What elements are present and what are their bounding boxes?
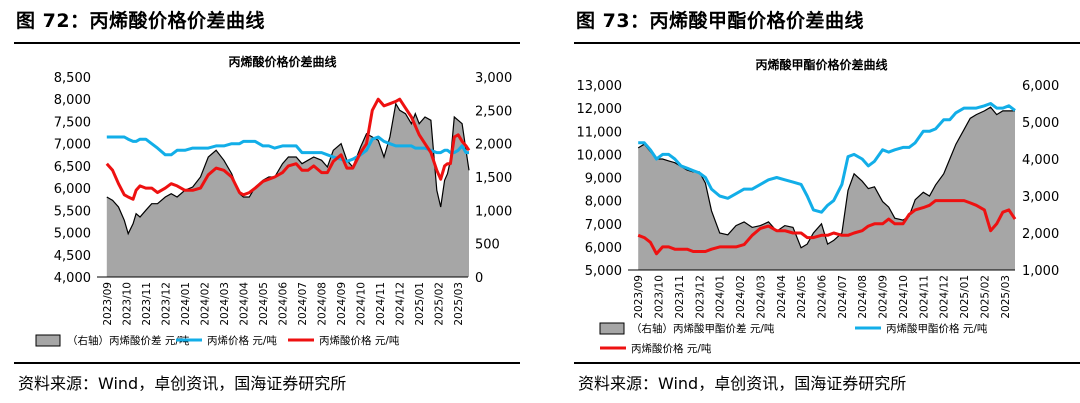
y-right-tick-label: 0 <box>475 271 483 286</box>
legend-label: 丙烯价格 元/吨 <box>207 334 277 347</box>
y-left-tick-label: 7,000 <box>54 138 91 153</box>
x-tick-label: 2023/12 <box>160 282 172 326</box>
y-left-tick-label: 6,000 <box>585 241 622 256</box>
y-left-tick-label: 6,000 <box>54 182 91 197</box>
y-left-tick-label: 5,000 <box>585 264 622 279</box>
y-right-tick-label: 3,000 <box>1022 190 1059 205</box>
legend-swatch-area <box>35 334 61 347</box>
x-tick-label: 2025/02 <box>434 282 446 326</box>
legend-label: （右轴）丙烯酸甲酯价差 元/吨 <box>631 322 775 335</box>
price-spread-chart: 丙烯酸价格价差曲线 4,000 4,500 5,000 5,500 6,000 6,500 7… <box>35 54 512 347</box>
source-note: 资料来源：Wind，卓创资讯，国海证券研究所 <box>18 374 347 393</box>
y-left-tick-label: 9,000 <box>585 172 622 187</box>
x-tick-label: 2024/03 <box>755 275 767 319</box>
y-right-tick-label: 2,000 <box>1022 227 1059 242</box>
x-tick-label: 2025/03 <box>1000 275 1012 319</box>
y-right-tick-label: 3,000 <box>475 71 512 86</box>
y-left-tick-label: 8,500 <box>54 71 91 86</box>
y-right-tick-label: 1,000 <box>1022 264 1059 279</box>
figure-title: 图 72：丙烯酸价格价差曲线 <box>16 10 266 32</box>
series-line-red <box>105 97 471 201</box>
x-tick-label: 2024/06 <box>817 275 829 319</box>
series-line-red <box>637 199 1017 256</box>
x-tick-label: 2024/01 <box>180 282 192 326</box>
y-left-tick-label: 5,000 <box>54 227 91 242</box>
y-left-tick-label: 4,500 <box>54 249 91 264</box>
x-tick-label: 2024/04 <box>238 282 250 326</box>
x-tick-label: 2024/02 <box>199 282 211 326</box>
figure-72: 图 72：丙烯酸价格价差曲线 丙烯酸价格价差曲线 4,000 4,500 5,000 5… <box>0 0 520 403</box>
y-right-tick-label: 1,000 <box>475 204 512 219</box>
x-tick-label: 2024/05 <box>796 275 808 319</box>
y-right-tick-label: 2,000 <box>475 138 512 153</box>
y-left-tick-label: 6,500 <box>54 160 91 175</box>
x-tick-label: 2024/06 <box>278 282 290 326</box>
y-left-tick-label: 7,000 <box>585 218 622 233</box>
x-tick-label: 2023/12 <box>694 275 706 319</box>
title-rule <box>14 42 520 44</box>
x-tick-label: 2025/01 <box>959 275 971 319</box>
x-tick-label: 2024/05 <box>258 282 270 326</box>
y-left-tick-label: 12,000 <box>577 102 623 117</box>
x-tick-label: 2024/10 <box>898 275 910 319</box>
source-rule <box>574 362 1080 364</box>
x-tick-label: 2024/08 <box>857 275 869 319</box>
y-left-tick-label: 11,000 <box>577 125 623 140</box>
y-left-tick-label: 7,500 <box>54 115 91 130</box>
y-right-tick-label: 500 <box>475 238 500 253</box>
y-left-tick-label: 4,000 <box>54 271 91 286</box>
price-spread-chart: 丙烯酸甲酯价格价差曲线 5,000 6,000 7,000 8,000 9,000 10,0… <box>577 57 1060 355</box>
chart-title: 丙烯酸价格价差曲线 <box>228 54 336 69</box>
series-line-blue <box>638 102 1016 214</box>
figure-title: 图 73：丙烯酸甲酯价格价差曲线 <box>576 10 865 32</box>
x-tick-label: 2023/11 <box>141 282 153 326</box>
spread-area-outline <box>106 101 470 236</box>
y-left-tick-label: 8,000 <box>585 195 622 210</box>
x-tick-label: 2025/02 <box>979 275 991 319</box>
spread-area <box>638 107 1015 270</box>
x-tick-label: 2024/12 <box>939 275 951 319</box>
x-tick-label: 2024/01 <box>715 275 727 319</box>
x-tick-label: 2024/04 <box>776 275 788 319</box>
y-left-tick-label: 8,000 <box>54 93 91 108</box>
x-tick-label: 2024/08 <box>317 282 329 326</box>
x-tick-label: 2024/03 <box>219 282 231 326</box>
y-left-tick-label: 5,500 <box>54 204 91 219</box>
y-right-tick-label: 6,000 <box>1022 79 1059 94</box>
x-tick-label: 2023/09 <box>633 275 645 319</box>
title-rule <box>574 42 1080 44</box>
x-tick-label: 2024/07 <box>837 275 849 319</box>
legend-swatch-area <box>599 322 625 335</box>
x-tick-label: 2024/11 <box>375 282 387 326</box>
y-right-tick-label: 5,000 <box>1022 116 1059 131</box>
y-right-tick-label: 4,000 <box>1022 153 1059 168</box>
x-tick-label: 2024/11 <box>918 275 930 319</box>
x-tick-label: 2023/10 <box>654 275 666 319</box>
chart-title: 丙烯酸甲酯价格价差曲线 <box>755 57 887 72</box>
y-right-tick-label: 2,500 <box>475 104 512 119</box>
legend-label: （右轴）丙烯酸价差 元/吨 <box>67 334 190 347</box>
x-tick-label: 2024/09 <box>878 275 890 319</box>
x-tick-label: 2024/12 <box>395 282 407 326</box>
x-tick-label: 2023/09 <box>102 282 114 326</box>
x-tick-label: 2023/10 <box>121 282 133 326</box>
x-tick-label: 2025/03 <box>453 282 465 326</box>
figure-73: 图 73：丙烯酸甲酯价格价差曲线 丙烯酸甲酯价格价差曲线 5,000 6,000 7,… <box>560 0 1080 403</box>
x-tick-label: 2024/07 <box>297 282 309 326</box>
y-right-tick-label: 1,500 <box>475 171 512 186</box>
spread-area <box>106 103 470 277</box>
x-tick-label: 2025/01 <box>414 282 426 326</box>
x-tick-label: 2024/10 <box>356 282 368 326</box>
x-tick-label: 2024/09 <box>336 282 348 326</box>
legend-label: 丙烯酸价格 元/吨 <box>631 342 712 355</box>
source-rule <box>14 362 520 364</box>
legend-label: 丙烯酸价格 元/吨 <box>319 334 400 347</box>
x-tick-label: 2024/02 <box>735 275 747 319</box>
x-tick-label: 2023/11 <box>674 275 686 319</box>
y-left-tick-label: 10,000 <box>577 148 623 163</box>
y-left-tick-label: 13,000 <box>577 79 623 94</box>
source-note: 资料来源：Wind，卓创资讯，国海证券研究所 <box>578 374 907 393</box>
legend-label: 丙烯酸甲酯价格 元/吨 <box>886 322 988 335</box>
